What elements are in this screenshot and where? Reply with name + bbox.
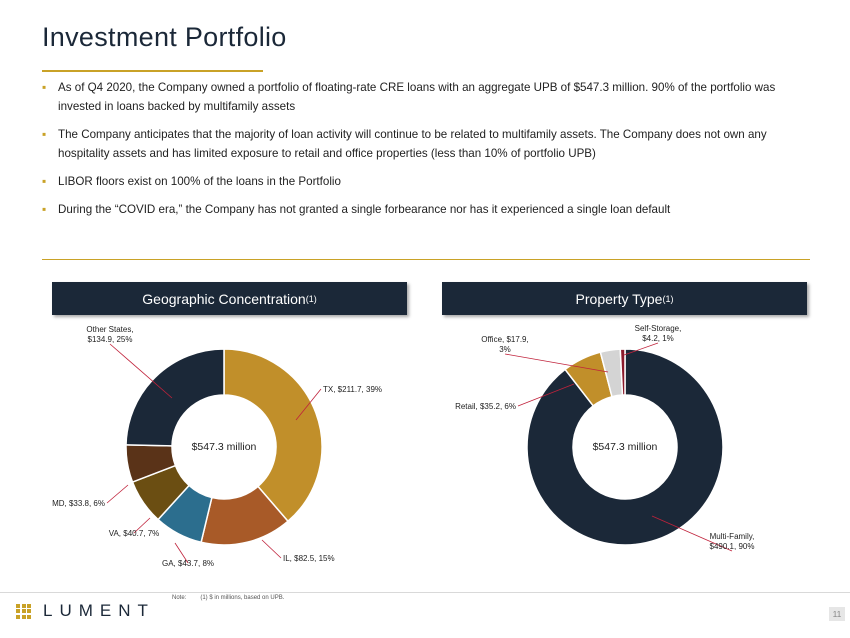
property-type-header: Property Type (1) (442, 282, 807, 315)
logo-grid-icon (16, 603, 31, 619)
bullet-text: The Company anticipates that the majorit… (58, 128, 767, 160)
header-footnote: (1) (662, 293, 674, 304)
donut-center-label: $547.3 million (593, 441, 658, 453)
slice-label: Multi-Family, $490.1, 90% (710, 532, 755, 551)
bullet-square-icon: ▪ (42, 80, 47, 94)
header-title: Property Type (575, 290, 663, 307)
bullet-item: ▪ LIBOR floors exist on 100% of the loans… (42, 172, 812, 191)
footer-note: Note: (1) $ in millions, based on UPB. (172, 595, 284, 601)
page-title: Investment Portfolio (42, 22, 287, 52)
note-label: Note: (172, 595, 187, 601)
slice-label: Other States, $134.9, 25% (86, 325, 133, 344)
footer-divider (0, 592, 850, 593)
leader-line (651, 515, 733, 552)
bullet-square-icon: ▪ (42, 127, 47, 141)
bullet-item: ▪ As of Q4 2020, the Company owned a port… (42, 78, 812, 116)
slice-label: TX, $211.7, 39% (323, 385, 382, 394)
leader-line (106, 484, 129, 504)
leader-line (504, 353, 609, 373)
slice-label: Office, $17.9, 3% (481, 335, 528, 354)
leader-line (295, 388, 322, 421)
leader-line (133, 517, 151, 534)
page-number: 11 (829, 607, 845, 621)
leader-line (109, 343, 173, 399)
lument-logo: LUMENT (16, 601, 155, 621)
slice-other-states (125, 348, 225, 447)
section-divider (42, 259, 810, 260)
bullet-text: As of Q4 2020, the Company owned a portf… (58, 81, 776, 113)
bullet-text: During the “COVID era,” the Company has … (58, 203, 671, 216)
logo-text: LUMENT (43, 601, 155, 620)
bullet-square-icon: ▪ (42, 202, 47, 216)
bullet-item: ▪ During the “COVID era,” the Company has… (42, 200, 812, 219)
header-footnote: (1) (305, 293, 317, 304)
header-title: Geographic Concentration (142, 290, 306, 307)
bullet-item: ▪ The Company anticipates that the majori… (42, 125, 812, 163)
bullet-square-icon: ▪ (42, 174, 47, 188)
slice-label: VA, $40.7, 7% (109, 529, 160, 538)
slice-label: Retail, $35.2, 6% (455, 402, 516, 411)
slice-label: Self-Storage, $4.2, 1% (635, 324, 682, 343)
bullet-text: LIBOR floors exist on 100% of the loans … (58, 175, 341, 188)
slice-label: IL, $82.5, 15% (283, 554, 335, 563)
note-text: (1) $ in millions, based on UPB. (200, 595, 285, 601)
geographic-concentration-header: Geographic Concentration (1) (52, 282, 407, 315)
leader-line (174, 542, 189, 564)
leader-line (261, 539, 282, 559)
leader-line (623, 342, 659, 356)
slice-label: GA, $43.7, 8% (162, 559, 214, 568)
bullet-list: ▪ As of Q4 2020, the Company owned a port… (42, 78, 812, 228)
slice-tx (223, 348, 323, 523)
slice-self-storage (619, 348, 626, 396)
slice-label: MD, $33.8, 6% (52, 499, 105, 508)
donut-center-label: $547.3 million (192, 441, 257, 453)
leader-line (517, 383, 575, 407)
title-underline (42, 70, 263, 72)
slice-multi-family (526, 348, 724, 546)
